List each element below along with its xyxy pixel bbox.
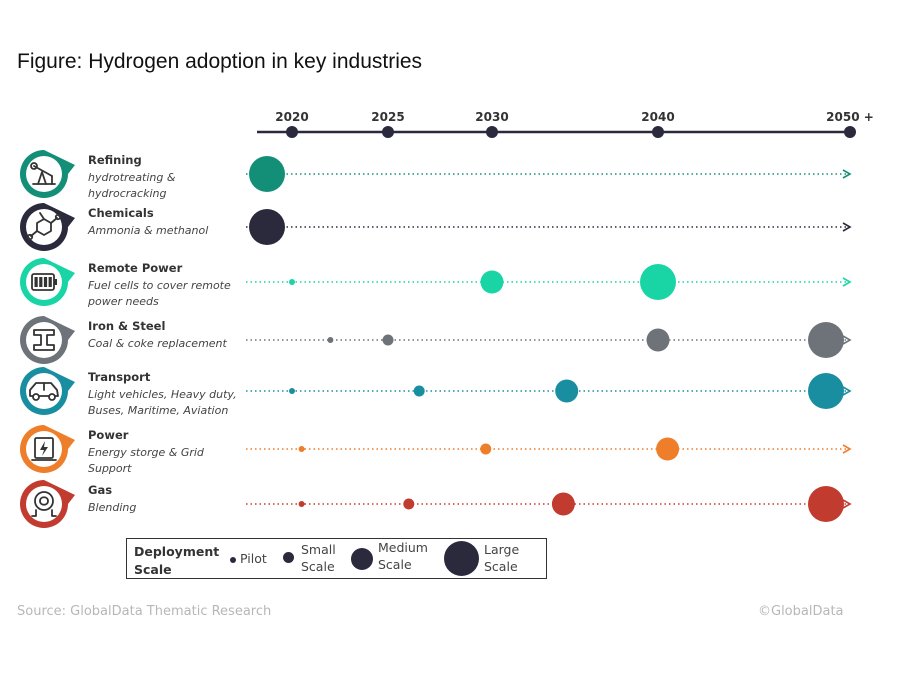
legend-label-medium: Medium Scale xyxy=(378,539,438,573)
legend-dot-medium xyxy=(351,548,373,570)
deployment-bubble-medium xyxy=(646,328,670,352)
deployment-bubble-pilot xyxy=(298,501,305,507)
deployment-bubble-large xyxy=(808,486,844,522)
legend-large-line2: Scale xyxy=(484,559,518,574)
industry-title: Chemicals xyxy=(88,206,154,220)
gas-meter-icon xyxy=(20,480,75,528)
year-label: 2040 xyxy=(641,110,674,124)
industry-desc: Light vehicles, Heavy duty, xyxy=(88,388,237,401)
legend-large-line1: Large xyxy=(484,542,520,557)
year-label: 2020 xyxy=(275,110,308,124)
legend-title-line1: Deployment xyxy=(134,544,220,559)
year-marker xyxy=(382,126,394,138)
industry-desc: hydrotreating & xyxy=(88,171,176,184)
industry-desc: Buses, Maritime, Aviation xyxy=(88,404,228,417)
legend-dot-large xyxy=(444,541,479,576)
industry-desc: Coal & coke replacement xyxy=(88,337,228,350)
legend-medium-line2: Scale xyxy=(378,557,412,572)
industry-row-transport: Transport Light vehicles, Heavy duty, Buse… xyxy=(20,367,852,417)
arrow-head xyxy=(842,444,852,454)
year-marker xyxy=(844,126,856,138)
industry-desc: hydrocracking xyxy=(88,187,166,200)
legend-label-pilot: Pilot xyxy=(240,551,267,566)
industry-row-chemicals: Chemicals Ammonia & methanol xyxy=(20,203,852,251)
deployment-bubble-small xyxy=(403,498,415,510)
arrow-head xyxy=(842,386,852,396)
arrow-head xyxy=(842,277,852,287)
year-label: 2050 + xyxy=(826,110,874,124)
industry-row-power: Power Energy storge & Grid Support xyxy=(20,425,852,475)
industry-row-refining: Refining hydrotreating & hydrocracking xyxy=(20,150,852,200)
deployment-bubble-medium xyxy=(656,437,680,461)
industry-title: Iron & Steel xyxy=(88,319,165,333)
industry-desc: Energy storge & Grid xyxy=(88,446,205,459)
legend-medium-line1: Medium xyxy=(378,540,428,555)
deployment-bubble-large xyxy=(249,156,285,192)
deployment-bubble-pilot xyxy=(298,446,305,452)
legend: Deployment Scale Pilot Small Scale Mediu… xyxy=(126,538,547,579)
legend-label-large: Large Scale xyxy=(484,541,544,575)
arrow-head xyxy=(842,169,852,179)
industry-desc: power needs xyxy=(87,295,159,308)
industry-row-gas: Gas Blending xyxy=(20,480,852,528)
source-note: Source: GlobalData Thematic Research xyxy=(17,604,272,619)
deployment-bubble-pilot xyxy=(289,279,295,285)
battery-icon xyxy=(20,258,75,306)
power-icon xyxy=(20,425,75,473)
deployment-bubble-large xyxy=(249,209,285,245)
industry-desc: Ammonia & methanol xyxy=(87,224,208,237)
industry-desc: Blending xyxy=(88,501,136,514)
deployment-bubble-large xyxy=(808,373,844,409)
steel-beam-icon xyxy=(20,316,75,364)
year-marker xyxy=(486,126,498,138)
year-marker xyxy=(286,126,298,138)
copyright: ©GlobalData xyxy=(758,604,844,619)
legend-dot-pilot xyxy=(230,557,236,563)
arrow-head xyxy=(842,335,852,345)
deployment-bubble-medium xyxy=(555,379,579,403)
legend-small-line2: Scale xyxy=(301,559,335,574)
industry-desc: Support xyxy=(88,462,132,475)
deployment-bubble-small xyxy=(413,385,425,397)
industry-title: Refining xyxy=(88,153,142,167)
molecule-icon xyxy=(20,203,75,251)
legend-small-line1: Small xyxy=(301,542,336,557)
deployment-bubble-large xyxy=(640,264,676,300)
industry-title: Transport xyxy=(88,370,151,384)
deployment-bubble-small xyxy=(480,443,492,455)
deployment-bubble-medium xyxy=(551,492,575,516)
legend-dot-small xyxy=(283,552,294,563)
car-icon xyxy=(20,367,75,415)
deployment-bubble-large xyxy=(808,322,844,358)
oil-pump-icon xyxy=(20,150,75,198)
arrow-head xyxy=(842,499,852,509)
industry-title: Remote Power xyxy=(88,261,183,275)
deployment-bubble-pilot xyxy=(327,337,334,343)
industry-row-remote-power: Remote Power Fuel cells to cover remote po… xyxy=(20,258,852,308)
year-label: 2030 xyxy=(475,110,508,124)
industry-row-iron-steel: Iron & Steel Coal & coke replacement xyxy=(20,316,852,364)
deployment-bubble-small xyxy=(382,334,394,346)
legend-label-small: Small Scale xyxy=(301,541,361,575)
industry-title: Power xyxy=(88,428,129,442)
page-title: Figure: Hydrogen adoption in key industr… xyxy=(17,50,423,73)
deployment-bubble-pilot xyxy=(289,388,295,394)
legend-title: Deployment Scale xyxy=(134,543,224,579)
legend-title-line2: Scale xyxy=(134,562,172,577)
arrow-head xyxy=(842,222,852,232)
industry-desc: Fuel cells to cover remote xyxy=(88,279,231,292)
deployment-bubble-medium xyxy=(480,270,504,294)
year-marker xyxy=(652,126,664,138)
industry-title: Gas xyxy=(88,483,112,497)
year-label: 2025 xyxy=(371,110,404,124)
